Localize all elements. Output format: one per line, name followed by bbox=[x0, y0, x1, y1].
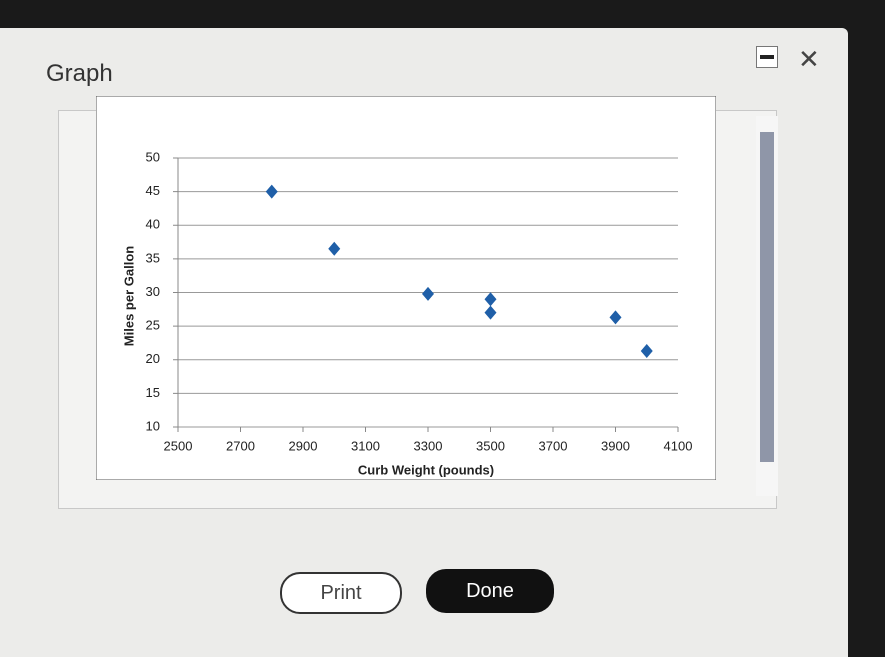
x-tick-label: 4100 bbox=[664, 438, 693, 453]
chart-border bbox=[96, 96, 716, 480]
close-button[interactable]: ✕ bbox=[798, 44, 820, 74]
x-tick-label: 3900 bbox=[601, 438, 630, 453]
scroll-thumb[interactable] bbox=[760, 132, 774, 462]
y-tick-label: 15 bbox=[146, 385, 160, 400]
y-tick-label: 40 bbox=[146, 217, 160, 232]
x-axis-title: Curb Weight (pounds) bbox=[358, 462, 494, 477]
y-tick-label: 30 bbox=[146, 284, 160, 299]
print-button[interactable]: Print bbox=[280, 572, 402, 614]
data-point bbox=[422, 286, 434, 301]
y-tick-label: 35 bbox=[146, 250, 160, 265]
done-button[interactable]: Done bbox=[426, 569, 554, 613]
y-tick-label: 10 bbox=[146, 418, 160, 433]
x-tick-label: 3300 bbox=[414, 438, 443, 453]
chart: Miles per Gallon Curb Weight (pounds) 10… bbox=[96, 96, 716, 480]
data-point bbox=[640, 344, 653, 359]
x-tick-label: 3700 bbox=[539, 438, 568, 453]
data-point bbox=[265, 184, 278, 199]
minimize-button[interactable] bbox=[756, 46, 778, 68]
data-point bbox=[484, 292, 497, 307]
x-tick-label: 2500 bbox=[164, 438, 193, 453]
dialog-title: Graph bbox=[46, 60, 113, 87]
data-point bbox=[328, 241, 341, 256]
y-axis-title: Miles per Gallon bbox=[121, 246, 136, 346]
y-tick-label: 25 bbox=[146, 318, 160, 333]
y-tick-label: 50 bbox=[146, 149, 160, 164]
x-tick-label: 3500 bbox=[476, 438, 505, 453]
y-tick-label: 45 bbox=[146, 183, 160, 198]
x-tick-label: 2700 bbox=[226, 438, 255, 453]
data-point bbox=[609, 310, 622, 325]
y-tick-label: 20 bbox=[146, 351, 160, 366]
x-tick-label: 3100 bbox=[351, 438, 380, 453]
x-tick-label: 2900 bbox=[289, 438, 318, 453]
data-point bbox=[484, 305, 497, 320]
scrollbar[interactable] bbox=[756, 116, 778, 496]
